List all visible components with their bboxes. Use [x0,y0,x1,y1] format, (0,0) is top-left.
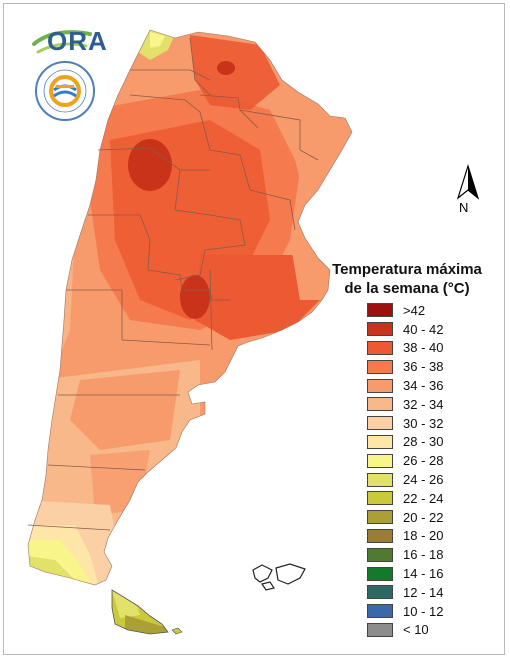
province-borders [27,37,319,531]
legend-label: 24 - 26 [403,472,444,488]
legend-swatch [367,359,393,374]
legend-swatch [367,604,393,619]
legend: >42 40 - 42 38 - 40 36 - 38 34 - 36 32 - 34 30… [367,301,443,639]
legend-label: 28 - 30 [403,434,444,450]
legend-label: 34 - 36 [403,378,444,394]
legend-label: 20 - 22 [403,509,444,525]
legend-swatch [367,416,393,431]
legend-label: < 10 [403,622,429,638]
legend-label: 32 - 34 [403,396,444,412]
legend-label: 38 - 40 [403,340,444,356]
legend-item: 10 - 12 [367,602,443,621]
legend-item: 16 - 18 [367,545,443,564]
legend-item: 34 - 36 [367,376,443,395]
isla-de-los-estados [171,627,183,635]
legend-title-line2: de la semana (°C) [344,280,470,297]
legend-swatch [367,528,393,543]
legend-swatch [367,303,393,318]
legend-item: 18 - 20 [367,527,443,546]
north-label: N [459,200,469,215]
legend-label: 36 - 38 [403,359,444,375]
legend-label: 10 - 12 [403,603,444,619]
legend-label: 26 - 28 [403,453,444,469]
ora-logo-text: ORA [47,26,108,56]
legend-item: 38 - 40 [367,339,443,358]
legend-item: 22 - 24 [367,489,443,508]
legend-swatch [367,510,393,525]
legend-item: < 10 [367,621,443,640]
smn-seal-icon [35,61,95,121]
legend-title-line1: Temperatura máxima [332,261,482,278]
legend-swatch [367,622,393,637]
legend-swatch [367,397,393,412]
legend-item: 12 - 14 [367,583,443,602]
legend-swatch [367,340,393,355]
legend-item: 30 - 32 [367,414,443,433]
legend-label: 18 - 20 [403,528,444,544]
legend-item: >42 [367,301,443,320]
legend-item: 26 - 28 [367,451,443,470]
coastline [27,29,353,586]
legend-label: 30 - 32 [403,415,444,431]
legend-label: 22 - 24 [403,490,444,506]
legend-item: 36 - 38 [367,357,443,376]
legend-swatch [367,472,393,487]
legend-item: 40 - 42 [367,320,443,339]
legend-item: 28 - 30 [367,433,443,452]
legend-swatch [367,491,393,506]
legend-label: 12 - 14 [403,584,444,600]
ora-logo-icon [32,30,92,54]
legend-label: >42 [403,302,426,318]
tierra-del-fuego-outline [111,589,169,635]
legend-item: 32 - 34 [367,395,443,414]
legend-swatch [367,585,393,600]
map-frame [3,3,505,655]
legend-label: 40 - 42 [403,321,444,337]
legend-item: 14 - 16 [367,564,443,583]
legend-label: 16 - 18 [403,547,444,563]
legend-swatch [367,547,393,562]
legend-item: 24 - 26 [367,470,443,489]
legend-item: 20 - 22 [367,508,443,527]
malvinas-islands [252,563,306,591]
legend-swatch [367,566,393,581]
legend-label: 14 - 16 [403,566,444,582]
legend-title: Temperatura máxima de la semana (°C) [322,260,492,298]
legend-swatch [367,378,393,393]
legend-swatch [367,434,393,449]
legend-swatch [367,322,393,337]
north-arrow-icon [456,164,480,200]
legend-swatch [367,453,393,468]
